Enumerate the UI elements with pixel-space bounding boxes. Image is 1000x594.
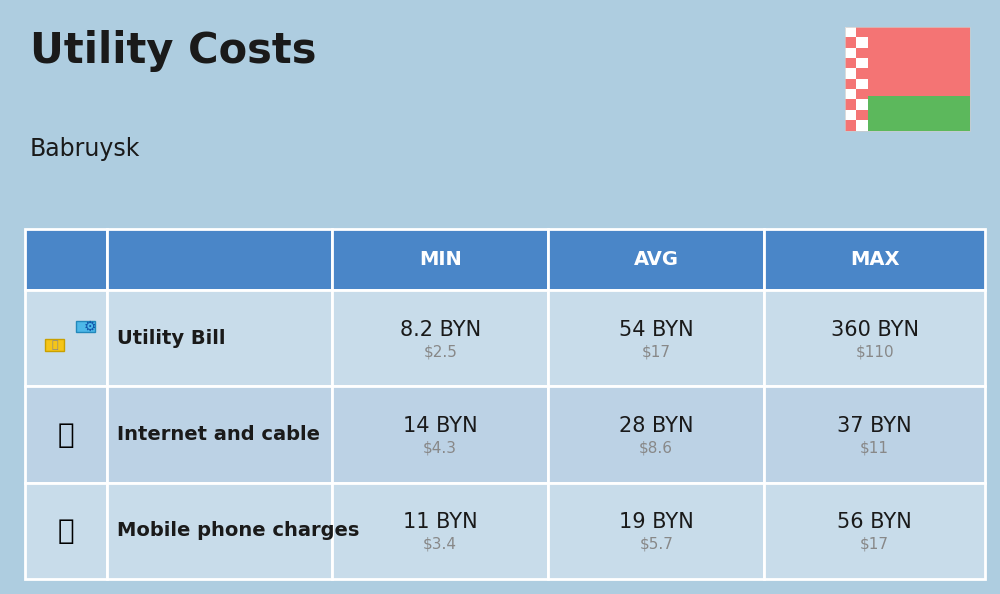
Bar <box>845 100 856 110</box>
Bar <box>332 229 548 290</box>
Text: 8.2 BYN: 8.2 BYN <box>400 320 481 340</box>
Text: $110: $110 <box>855 344 894 359</box>
Text: 56 BYN: 56 BYN <box>837 512 912 532</box>
Bar <box>856 58 868 68</box>
Text: Internet and cable: Internet and cable <box>117 425 320 444</box>
Bar <box>107 387 332 483</box>
Text: $5.7: $5.7 <box>639 537 673 552</box>
Bar <box>845 68 856 78</box>
Text: $2.5: $2.5 <box>423 344 457 359</box>
Bar <box>107 483 332 579</box>
Bar <box>764 483 985 579</box>
Text: $3.4: $3.4 <box>423 537 457 552</box>
Text: Utility Bill: Utility Bill <box>117 328 225 347</box>
Text: 🔌: 🔌 <box>51 340 58 350</box>
Text: 28 BYN: 28 BYN <box>619 416 693 436</box>
Text: MAX: MAX <box>850 250 899 269</box>
Bar <box>856 110 868 121</box>
Bar <box>332 290 548 387</box>
Bar <box>845 89 856 100</box>
Text: Utility Costs: Utility Costs <box>30 30 316 72</box>
Bar <box>332 483 548 579</box>
Bar <box>845 27 868 131</box>
Text: $8.6: $8.6 <box>639 441 673 456</box>
Text: AVG: AVG <box>634 250 679 269</box>
Bar <box>25 387 107 483</box>
Text: Babruysk: Babruysk <box>30 137 140 160</box>
Bar <box>548 229 764 290</box>
Bar <box>856 100 868 110</box>
Text: 11 BYN: 11 BYN <box>403 512 478 532</box>
Bar <box>332 387 548 483</box>
Text: 37 BYN: 37 BYN <box>837 416 912 436</box>
Text: Mobile phone charges: Mobile phone charges <box>117 522 359 541</box>
Bar <box>845 58 856 68</box>
Bar <box>856 48 868 58</box>
Bar <box>548 387 764 483</box>
Text: 54 BYN: 54 BYN <box>619 320 694 340</box>
Bar <box>764 387 985 483</box>
Bar <box>107 290 332 387</box>
Bar <box>845 110 856 121</box>
Bar <box>856 68 868 78</box>
Bar <box>548 290 764 387</box>
Bar <box>845 48 856 58</box>
Bar <box>25 229 107 290</box>
Bar <box>845 121 856 131</box>
Bar <box>856 89 868 100</box>
Bar <box>45 339 64 350</box>
Text: $4.3: $4.3 <box>423 441 457 456</box>
Text: 📶: 📶 <box>57 421 74 448</box>
Bar <box>76 321 95 332</box>
Text: $17: $17 <box>860 537 889 552</box>
Text: $17: $17 <box>642 344 671 359</box>
Text: 19 BYN: 19 BYN <box>619 512 694 532</box>
Bar <box>25 290 107 387</box>
Bar <box>856 37 868 48</box>
Bar <box>764 290 985 387</box>
Bar <box>856 121 868 131</box>
Bar <box>867 96 970 131</box>
Bar <box>856 27 868 37</box>
Bar <box>867 27 970 96</box>
Text: 📱: 📱 <box>57 517 74 545</box>
Bar <box>856 79 868 89</box>
Bar <box>845 27 970 131</box>
Bar <box>107 229 332 290</box>
Text: ⚙: ⚙ <box>84 320 97 334</box>
Text: 14 BYN: 14 BYN <box>403 416 478 436</box>
Bar <box>548 483 764 579</box>
Bar <box>764 229 985 290</box>
Bar <box>845 79 856 89</box>
Bar <box>845 27 856 37</box>
Text: $11: $11 <box>860 441 889 456</box>
Text: MIN: MIN <box>419 250 462 269</box>
Bar <box>845 37 856 48</box>
Bar <box>25 483 107 579</box>
Text: 360 BYN: 360 BYN <box>831 320 919 340</box>
